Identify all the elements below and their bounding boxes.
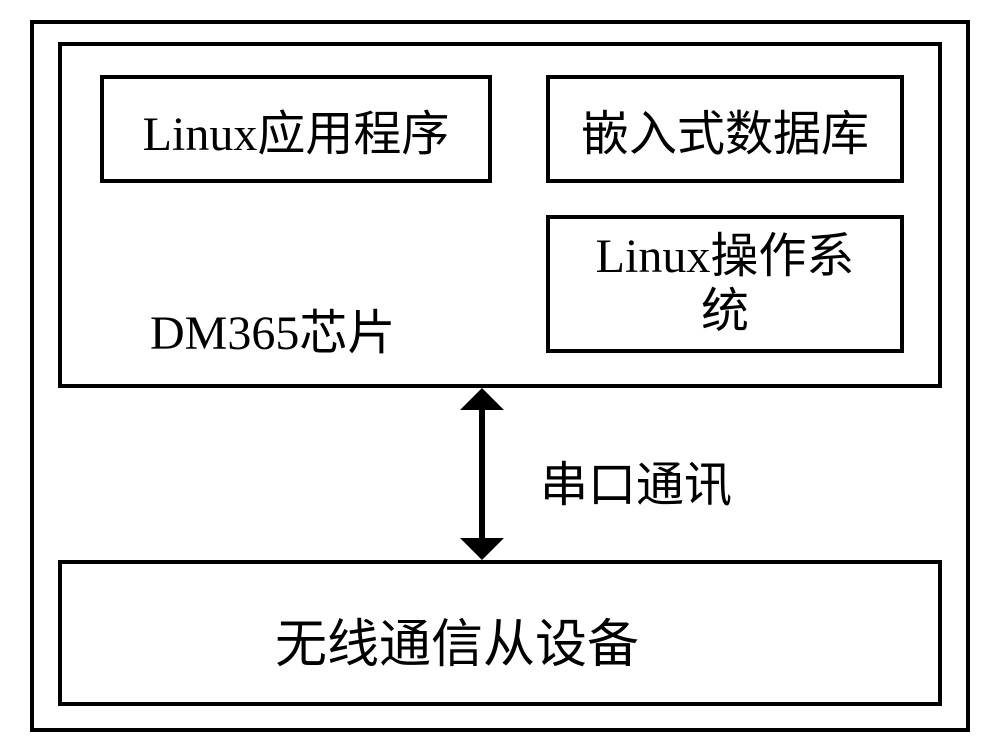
embedded-db-label: 嵌入式数据库 <box>581 94 869 164</box>
chip-label-text: DM365芯片 <box>150 307 395 360</box>
embedded-db-box: 嵌入式数据库 <box>546 75 904 183</box>
linux-os-label-2: 统 <box>701 284 749 339</box>
linux-app-label: Linux应用程序 <box>143 94 450 164</box>
wireless-label-text: 无线通信从设备 <box>275 617 639 674</box>
linux-app-box: Linux应用程序 <box>100 75 492 183</box>
arrow-head-down <box>460 538 504 560</box>
arrow-shaft <box>479 408 485 540</box>
chip-label: DM365芯片 <box>150 293 395 363</box>
wireless-label: 无线通信从设备 <box>275 602 639 677</box>
arrow-head-up <box>460 388 504 410</box>
linux-os-box: Linux操作系 统 <box>546 215 904 353</box>
serial-label-text: 串口通讯 <box>540 459 732 512</box>
serial-label: 串口通讯 <box>540 445 732 515</box>
linux-os-label-1: Linux操作系 <box>596 229 855 284</box>
